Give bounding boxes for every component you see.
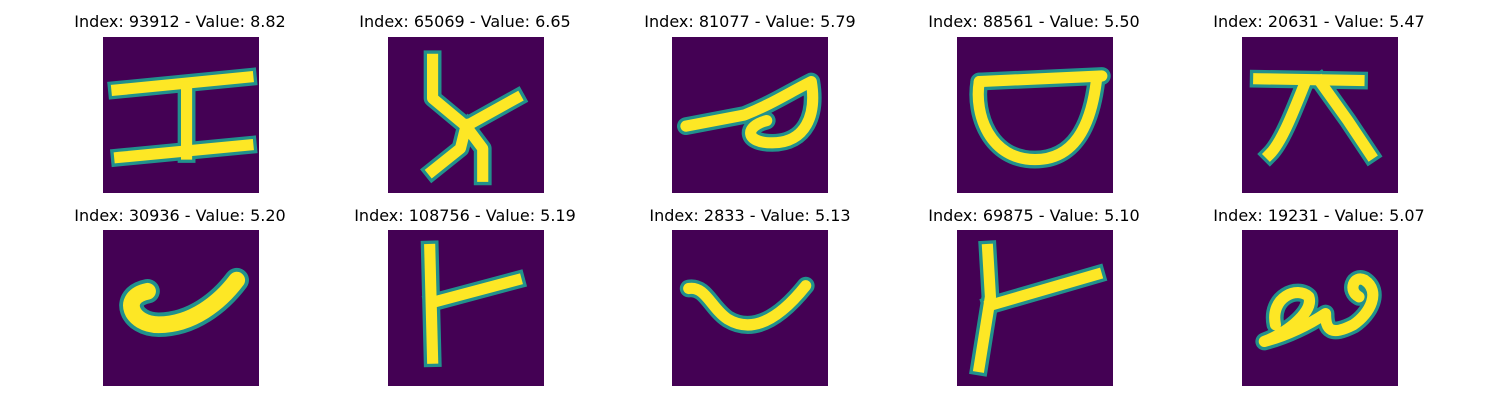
checkmark-glyph	[103, 230, 259, 386]
panel-title: Index: 81077 - Value: 5.79	[644, 12, 856, 31]
h-shaped-glyph	[103, 37, 259, 193]
panel-title: Index: 2833 - Value: 5.13	[649, 206, 851, 225]
panel-title: Index: 69875 - Value: 5.10	[928, 206, 1140, 225]
panel-title: Index: 93912 - Value: 8.82	[74, 12, 286, 31]
y-shaped-glyph	[388, 37, 544, 193]
panel-title: Index: 65069 - Value: 6.65	[359, 12, 571, 31]
hat-glyph	[1242, 37, 1398, 193]
branch-glyph	[388, 230, 544, 386]
branch-glyph	[957, 230, 1113, 386]
panel-title: Index: 20631 - Value: 5.47	[1213, 12, 1425, 31]
bowl-glyph	[957, 37, 1113, 193]
panel-title: Index: 19231 - Value: 5.07	[1213, 206, 1425, 225]
panel-title: Index: 108756 - Value: 5.19	[354, 206, 576, 225]
panel-title: Index: 88561 - Value: 5.50	[928, 12, 1140, 31]
panel-title: Index: 30936 - Value: 5.20	[74, 206, 286, 225]
swirl-glyph	[1242, 230, 1398, 386]
cup-glyph	[672, 230, 828, 386]
looped-glyph	[672, 37, 828, 193]
